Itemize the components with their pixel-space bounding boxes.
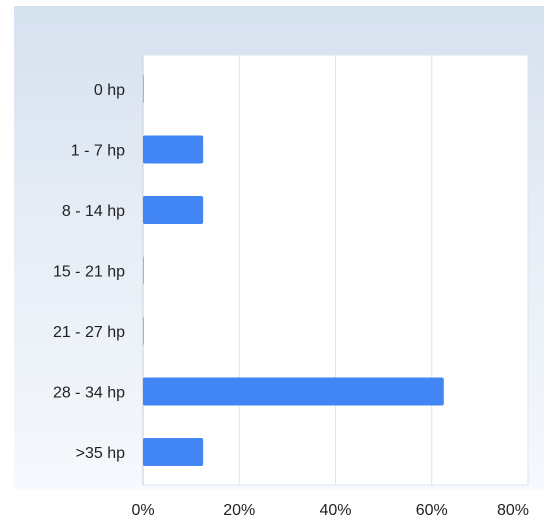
x-tick-label: 0%	[131, 502, 154, 519]
bars	[143, 75, 444, 466]
bar	[143, 196, 204, 224]
category-label: 21 - 27 hp	[53, 324, 125, 341]
bar	[143, 438, 204, 466]
bar	[143, 317, 144, 345]
category-label: 15 - 21 hp	[53, 264, 125, 281]
x-tick-label: 20%	[223, 502, 255, 519]
bar	[143, 256, 144, 285]
category-labels: 0 hp 1 - 7 hp 8 - 14 hp 15 - 21 hp 21 - 27 h…	[53, 82, 125, 462]
category-label: 0 hp	[94, 82, 125, 99]
x-tick-label: 40%	[319, 502, 351, 519]
x-tick-label: 80%	[497, 502, 529, 519]
x-tick-labels: 0% 20% 40% 60% 80%	[131, 502, 529, 519]
bar	[143, 135, 204, 164]
category-label: 28 - 34 hp	[53, 385, 125, 402]
category-label: >35 hp	[76, 445, 125, 462]
category-label: 8 - 14 hp	[62, 203, 125, 220]
x-tick-label: 60%	[416, 502, 448, 519]
bar	[143, 75, 144, 103]
category-label: 1 - 7 hp	[71, 143, 125, 160]
bar	[143, 377, 444, 406]
